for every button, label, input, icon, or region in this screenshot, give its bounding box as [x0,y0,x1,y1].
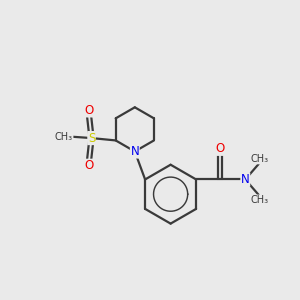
Text: CH₃: CH₃ [250,154,269,164]
Text: CH₃: CH₃ [250,195,269,205]
Text: CH₃: CH₃ [55,132,73,142]
Text: N: N [241,173,250,186]
Text: O: O [216,142,225,155]
Text: S: S [88,132,95,145]
Text: O: O [85,159,94,172]
Text: O: O [85,104,94,117]
Text: N: N [130,145,139,158]
